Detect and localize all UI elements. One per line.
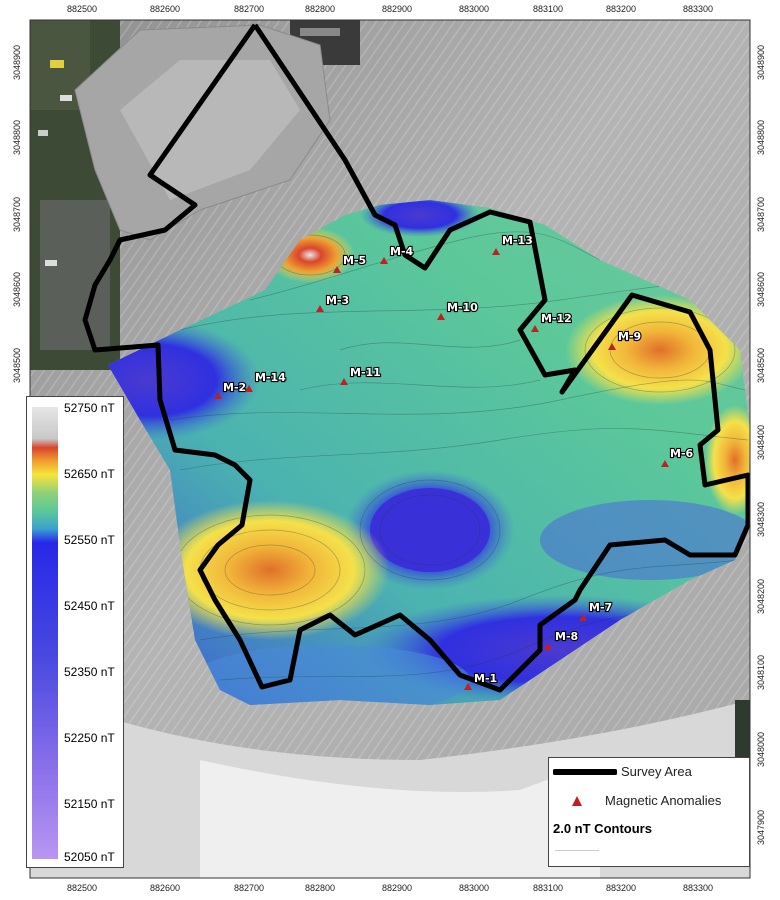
colorbar-label: 52150 nT <box>64 797 115 811</box>
y-tick-label: 3048000 <box>756 731 766 767</box>
x-tick-label: 883300 <box>682 4 714 14</box>
y-tick-label: 3048600 <box>756 271 766 307</box>
x-tick-label: 882900 <box>381 883 413 893</box>
map-legend: Survey Area Magnetic Anomalies 2.0 nT Co… <box>548 757 750 867</box>
svg-text:M-13: M-13 <box>502 234 533 247</box>
x-tick-label: 883000 <box>458 883 490 893</box>
x-tick-label: 883200 <box>605 4 637 14</box>
anomaly-triangle-icon <box>572 796 582 806</box>
svg-text:M-4: M-4 <box>390 245 414 258</box>
anomaly-M-5[interactable]: M-5 <box>333 253 367 273</box>
svg-text:M-3: M-3 <box>326 294 349 307</box>
x-tick-label: 882800 <box>304 4 336 14</box>
legend-contours-label: 2.0 nT Contours <box>553 821 652 836</box>
colorbar-label: 52550 nT <box>64 533 115 547</box>
survey-area-boundary <box>82 23 751 693</box>
x-tick-label: 882800 <box>304 883 336 893</box>
x-tick-label: 883100 <box>532 883 564 893</box>
anomaly-M-9[interactable]: M-9 <box>608 329 642 350</box>
svg-text:M-1: M-1 <box>474 672 497 685</box>
y-tick-label: 3048700 <box>756 196 766 232</box>
x-tick-label: 883200 <box>605 883 637 893</box>
svg-text:M-14: M-14 <box>255 371 286 384</box>
x-tick-label: 882600 <box>149 4 181 14</box>
svg-text:M-5: M-5 <box>343 254 366 267</box>
y-tick-label: 3048800 <box>12 119 22 155</box>
anomaly-M-10[interactable]: M-10 <box>437 300 479 320</box>
anomaly-M-6[interactable]: M-6 <box>661 446 695 467</box>
y-tick-label: 3048900 <box>756 44 766 80</box>
svg-text:M-12: M-12 <box>541 312 572 325</box>
colorbar-label: 52050 nT <box>64 850 115 864</box>
y-tick-label: 3048300 <box>756 501 766 537</box>
anomaly-M-14[interactable]: M-14 <box>245 370 287 392</box>
anomaly-M-12[interactable]: M-12 <box>531 311 573 332</box>
legend-survey-area-label: Survey Area <box>621 764 692 779</box>
y-tick-label: 3048200 <box>756 578 766 614</box>
x-tick-label: 882700 <box>233 883 265 893</box>
y-tick-label: 3048900 <box>12 44 22 80</box>
y-tick-label: 3048800 <box>756 119 766 155</box>
x-tick-label: 883300 <box>682 883 714 893</box>
svg-text:M-2: M-2 <box>223 381 246 394</box>
legend-anomalies-label: Magnetic Anomalies <box>605 793 722 808</box>
y-tick-label: 3048100 <box>756 654 766 690</box>
svg-text:M-10: M-10 <box>447 301 478 314</box>
anomaly-M-11[interactable]: M-11 <box>340 365 382 385</box>
y-tick-label: 3048600 <box>12 271 22 307</box>
svg-text:M-9: M-9 <box>618 330 641 343</box>
anomaly-M-2[interactable]: M-2 <box>214 380 247 399</box>
anomaly-M-4[interactable]: M-4 <box>380 244 415 264</box>
y-tick-label: 3048500 <box>12 347 22 383</box>
y-tick-label: 3048700 <box>12 196 22 232</box>
anomaly-M-1[interactable]: M-1 <box>464 671 498 690</box>
x-tick-label: 883100 <box>532 4 564 14</box>
colorbar-label: 52350 nT <box>64 665 115 679</box>
colorbar-label: 52650 nT <box>64 467 115 481</box>
y-tick-label: 3048500 <box>756 347 766 383</box>
x-tick-label: 882700 <box>233 4 265 14</box>
svg-text:M-7: M-7 <box>589 601 612 614</box>
anomaly-markers: M-1 M-2 M-3 M-4 M-5 M-6 M-7 M-8 M-9 M-10… <box>214 233 695 690</box>
colorbar-label: 52250 nT <box>64 731 115 745</box>
svg-text:M-11: M-11 <box>350 366 381 379</box>
survey-area-swatch <box>553 769 617 775</box>
colorbar-strip <box>32 407 58 859</box>
x-tick-label: 882900 <box>381 4 413 14</box>
anomaly-M-13[interactable]: M-13 <box>492 233 534 255</box>
colorbar-label: 52750 nT <box>64 401 115 415</box>
x-tick-label: 882600 <box>149 883 181 893</box>
anomaly-M-3[interactable]: M-3 <box>316 293 350 312</box>
x-tick-label: 883000 <box>458 4 490 14</box>
colorbar-label: 52450 nT <box>64 599 115 613</box>
svg-text:M-8: M-8 <box>555 630 578 643</box>
anomaly-M-8[interactable]: M-8 <box>544 629 579 650</box>
y-tick-label: 3047900 <box>756 809 766 845</box>
anomaly-M-7[interactable]: M-7 <box>579 600 613 621</box>
contour-line-swatch <box>555 850 599 851</box>
colorbar-legend: 52750 nT 52650 nT 52550 nT 52450 nT 5235… <box>26 396 124 868</box>
y-tick-label: 3048400 <box>756 424 766 460</box>
x-tick-label: 882500 <box>66 4 98 14</box>
x-tick-label: 882500 <box>66 883 98 893</box>
svg-text:M-6: M-6 <box>670 447 694 460</box>
